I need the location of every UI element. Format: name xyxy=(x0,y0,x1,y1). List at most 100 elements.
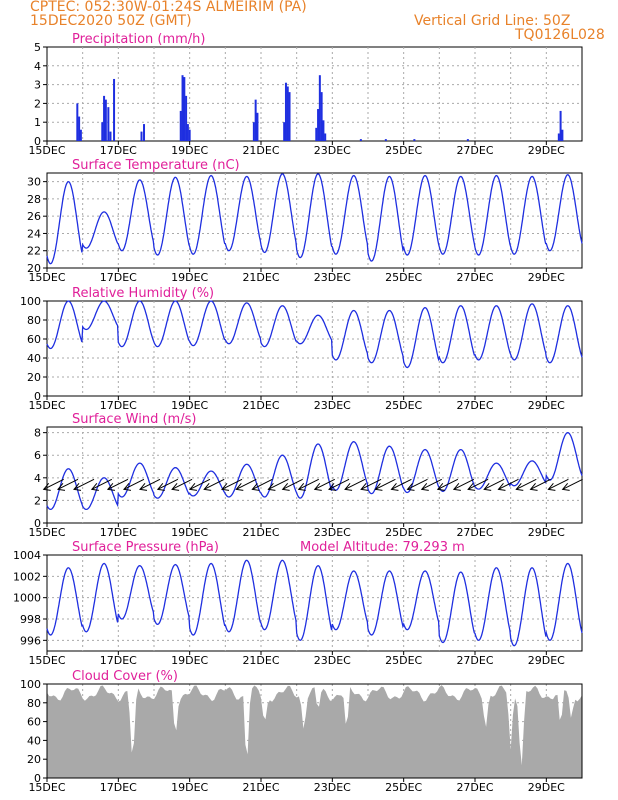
temperature-xtick-label: 17DEC xyxy=(100,271,137,284)
wind-wind-arrow-head xyxy=(547,483,556,491)
precipitation-bar xyxy=(179,110,182,141)
wind-wind-arrow-head xyxy=(281,483,290,491)
temperature-xtick-label: 21DEC xyxy=(242,271,279,284)
precipitation-ytick-label: 4 xyxy=(34,60,41,73)
temperature-ytick-label: 24 xyxy=(27,227,41,240)
wind-wind-arrow-head xyxy=(561,483,570,491)
pressure-ytick-label: 996 xyxy=(20,634,41,647)
precipitation-bar xyxy=(140,131,143,141)
precipitation-bar xyxy=(256,112,259,141)
wind-wind-arrow xyxy=(453,478,475,490)
precipitation-bar xyxy=(284,82,287,141)
precipitation-xtick-label: 27DEC xyxy=(456,144,493,157)
precipitation-bar xyxy=(318,75,321,141)
wind-wind-arrow xyxy=(91,478,113,490)
wind-wind-arrow-head xyxy=(344,483,353,491)
pressure-xtick-label: 27DEC xyxy=(456,654,493,667)
precipitation-bar xyxy=(286,86,289,141)
precipitation-bar xyxy=(188,129,191,141)
wind-wind-arrow-head xyxy=(235,483,244,491)
pressure-ytick-label: 1002 xyxy=(13,570,41,583)
temperature-xtick-label: 29DEC xyxy=(528,271,565,284)
wind-wind-arrow-head xyxy=(251,483,260,491)
pressure-xtick-label: 29DEC xyxy=(528,654,565,667)
wind-wind-arrow-head xyxy=(529,483,538,491)
wind-wind-arrow xyxy=(498,478,519,490)
precipitation-bar xyxy=(561,129,564,141)
wind-wind-arrow-head xyxy=(467,483,476,491)
wind-panel: 0 2 4 6 8 15DEC 17DEC 19DEC 21DEC 23DEC 25DEC 27DEC… xyxy=(28,412,583,539)
temperature-xtick-label: 27DEC xyxy=(456,271,493,284)
temperature-ytick-label: 22 xyxy=(27,245,41,258)
wind-wind-arrow xyxy=(328,478,350,490)
wind-ytick-label: 8 xyxy=(34,427,41,440)
precipitation-bar xyxy=(186,124,189,141)
cloud-cover-xtick-label: 27DEC xyxy=(456,781,493,794)
precipitation-title: Precipitation (mm/h) xyxy=(72,32,205,47)
wind-frame xyxy=(46,426,583,524)
cloud-cover-xtick-label: 15DEC xyxy=(28,781,65,794)
temperature-ytick-label: 30 xyxy=(27,176,41,189)
wind-wind-arrow-head xyxy=(452,483,461,491)
pressure-ytick-label: 1000 xyxy=(13,592,41,605)
precipitation-bar xyxy=(288,92,291,141)
wind-wind-arrow xyxy=(437,478,459,490)
wind-wind-arrow xyxy=(43,478,64,490)
precipitation-bar xyxy=(113,78,116,141)
precipitation-bar xyxy=(79,129,82,141)
wind-wind-arrow xyxy=(548,478,569,490)
precipitation-panel: 0 1 2 3 4 5 15DEC 17DEC 19DEC 21DEC 23DEC 25DEC 27DE… xyxy=(28,32,583,157)
wind-wind-arrow xyxy=(73,478,95,490)
precipitation-bar xyxy=(322,120,325,141)
cloud-cover-frame-top xyxy=(46,683,583,779)
wind-wind-arrow xyxy=(107,478,129,490)
precipitation-bar xyxy=(320,92,323,141)
cloud-cover-ytick-label: 40 xyxy=(27,734,41,747)
pressure-series-line xyxy=(46,559,583,647)
precipitation-xtick-label: 25DEC xyxy=(385,144,422,157)
precipitation-bar xyxy=(384,139,387,141)
wind-ytick-label: 6 xyxy=(34,449,41,462)
precipitation-bar xyxy=(101,122,104,141)
wind-wind-arrow-head xyxy=(122,483,132,491)
wind-wind-arrow xyxy=(344,478,366,490)
wind-ytick-label: 2 xyxy=(34,494,41,507)
wind-wind-arrow-head xyxy=(420,483,429,491)
temperature-xtick-label: 15DEC xyxy=(28,271,65,284)
precipitation-bar xyxy=(252,122,255,141)
wind-wind-arrow-head xyxy=(483,483,492,491)
wind-wind-arrow xyxy=(171,478,193,490)
wind-wind-arrow-head xyxy=(106,483,115,491)
cloud-cover-xtick-label: 17DEC xyxy=(100,781,137,794)
wind-title: Surface Wind (m/s) xyxy=(72,412,196,427)
humidity-panel: 0 20 40 60 80 100 15DEC 17DEC 19DEC 21DEC 23DEC 25D… xyxy=(20,286,583,412)
wind-wind-arrow-head xyxy=(171,483,180,491)
precipitation-xtick-label: 23DEC xyxy=(314,144,351,157)
cloud-cover-ytick-label: 80 xyxy=(27,697,41,710)
precipitation-frame xyxy=(46,46,583,142)
wind-wind-arrow xyxy=(421,478,442,490)
header-station: CPTEC: 052:30W-01:24S ALMEIRIM (PA) xyxy=(30,0,307,15)
temperature-ytick-label: 26 xyxy=(27,210,41,223)
humidity-ytick-label: 40 xyxy=(27,352,41,365)
wind-xtick-label: 25DEC xyxy=(385,526,422,539)
wind-wind-arrow-head xyxy=(360,483,369,491)
humidity-ytick-label: 100 xyxy=(20,295,41,308)
pressure-xtick-label: 15DEC xyxy=(28,654,65,667)
wind-wind-arrow xyxy=(407,478,428,490)
humidity-xtick-label: 15DEC xyxy=(28,399,65,412)
temperature-ytick-label: 20 xyxy=(27,262,41,275)
humidity-ytick-label: 20 xyxy=(27,371,41,384)
wind-xtick-label: 17DEC xyxy=(100,526,137,539)
temperature-series-line xyxy=(46,173,583,265)
precipitation-ytick-label: 0 xyxy=(34,135,41,148)
humidity-xtick-label: 25DEC xyxy=(385,399,422,412)
wind-wind-arrow xyxy=(236,478,257,490)
precipitation-bar xyxy=(559,110,562,141)
precipitation-bar xyxy=(143,124,146,141)
pressure-xtick-label: 23DEC xyxy=(314,654,351,667)
precipitation-bar xyxy=(103,95,106,141)
wind-wind-arrow xyxy=(562,478,583,490)
header-grid-note: Vertical Grid Line: 50Z xyxy=(414,13,571,29)
